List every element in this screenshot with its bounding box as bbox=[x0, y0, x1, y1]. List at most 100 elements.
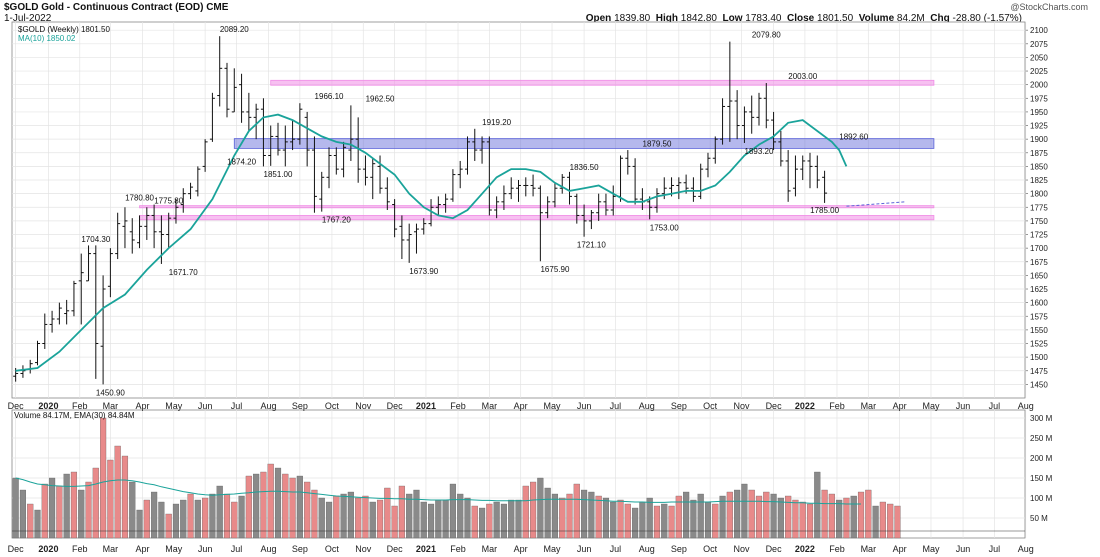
price-x-tick-label: Jun bbox=[956, 401, 971, 411]
price-annotation: 1753.00 bbox=[650, 223, 679, 232]
volume-x-tick-label: Jun bbox=[198, 544, 213, 554]
price-x-tick-label: Jul bbox=[989, 401, 1001, 411]
volume-bar bbox=[92, 467, 99, 539]
volume-bar bbox=[413, 489, 420, 539]
price-annotation: 1879.50 bbox=[643, 140, 672, 149]
volume-bar bbox=[551, 493, 559, 539]
ohlc-bar bbox=[56, 302, 62, 325]
volume-x-tick-label: Apr bbox=[893, 544, 907, 554]
low-label: Low bbox=[722, 13, 743, 24]
volume-bar bbox=[136, 509, 143, 539]
volume-bar bbox=[427, 503, 435, 539]
horizontal-band-pink bbox=[270, 79, 935, 86]
price-annotation: 2003.00 bbox=[788, 72, 817, 81]
volume-bar bbox=[194, 499, 201, 539]
ohlc-bar bbox=[304, 111, 310, 167]
ohlc-bar bbox=[676, 177, 682, 200]
volume-bar bbox=[726, 491, 733, 539]
ohlc-bar bbox=[581, 204, 587, 237]
volume-bar bbox=[391, 505, 398, 539]
volume-x-tick-label: Nov bbox=[733, 544, 750, 554]
ohlc-bar bbox=[42, 313, 48, 349]
volume-bar bbox=[267, 463, 274, 539]
volume-bar bbox=[675, 495, 682, 539]
chart-date-text: 1-Jul-2022 bbox=[4, 13, 52, 24]
price-x-tick-label: Apr bbox=[893, 401, 907, 411]
price-annotation: 1874.20 bbox=[227, 157, 256, 166]
price-tick-label: 1450 bbox=[1030, 380, 1048, 389]
chg-label: Chg bbox=[930, 13, 950, 24]
high-label: High bbox=[655, 13, 679, 24]
price-tick-label: 1600 bbox=[1030, 299, 1048, 308]
volume-bar bbox=[172, 503, 180, 539]
price-tick-label: 1475 bbox=[1030, 367, 1048, 376]
volume-bar bbox=[581, 489, 588, 539]
ohlc-bar bbox=[399, 215, 405, 260]
price-tick-label: 2075 bbox=[1030, 40, 1048, 49]
close-label: Close bbox=[787, 13, 815, 24]
ohlc-bar bbox=[734, 90, 740, 140]
volume-bar bbox=[398, 485, 405, 539]
ohlc-bar bbox=[362, 155, 368, 186]
volume-bar bbox=[588, 491, 595, 539]
ohlc-bar bbox=[545, 196, 551, 219]
ohlc-bar bbox=[86, 245, 92, 282]
volume-bar bbox=[121, 455, 129, 539]
volume-bar bbox=[253, 473, 260, 539]
volume-bar bbox=[260, 471, 267, 539]
volume-bar bbox=[70, 471, 78, 539]
price-annotation: 1780.80 bbox=[125, 194, 154, 203]
ohlc-bar bbox=[78, 253, 84, 325]
price-annotation: 1919.20 bbox=[482, 118, 511, 127]
volume-value: 84.2M bbox=[896, 13, 925, 24]
volume-x-tick-label: Dec bbox=[387, 544, 404, 554]
ohlc-bar bbox=[188, 182, 194, 200]
volume-bar bbox=[836, 499, 843, 539]
volume-x-tick-label: Oct bbox=[325, 544, 340, 554]
volume-bar bbox=[566, 493, 573, 539]
volume-bar bbox=[274, 467, 282, 539]
volume-bar bbox=[107, 459, 114, 539]
volume-x-tick-label: Oct bbox=[703, 544, 718, 554]
price-x-tick-label: 2021 bbox=[416, 401, 436, 411]
volume-x-tick-label: Feb bbox=[450, 544, 466, 554]
ohlc-bar bbox=[406, 223, 412, 263]
volume-bar bbox=[704, 501, 712, 539]
ohlc-bar bbox=[71, 280, 77, 317]
ohlc-bar bbox=[144, 207, 150, 240]
volume-bar bbox=[493, 501, 500, 539]
ohlc-bar bbox=[202, 139, 208, 172]
price-tick-label: 1850 bbox=[1030, 162, 1048, 171]
ohlc-bar bbox=[115, 212, 121, 260]
volume-x-tick-label: Aug bbox=[639, 544, 655, 554]
volume-bar bbox=[457, 493, 464, 539]
volume-bar bbox=[231, 501, 238, 539]
ohlc-bar bbox=[268, 125, 274, 166]
volume-bar bbox=[821, 489, 828, 539]
volume-bar bbox=[522, 485, 529, 539]
ohlc-bar bbox=[610, 185, 616, 216]
ohlc-bar bbox=[421, 218, 427, 235]
ohlc-bar bbox=[603, 193, 609, 216]
ohlc-bar bbox=[377, 155, 383, 194]
ohlc-bar bbox=[290, 120, 296, 151]
volume-bar bbox=[289, 477, 296, 539]
volume-x-tick-label: 2022 bbox=[795, 544, 815, 554]
price-x-tick-label: Oct bbox=[703, 401, 718, 411]
ohlc-bar bbox=[822, 170, 828, 203]
ohlc-bar bbox=[64, 299, 70, 325]
ohlc-bar bbox=[588, 210, 594, 230]
volume-x-tick-label: Aug bbox=[261, 544, 277, 554]
price-x-tick-label: Dec bbox=[8, 401, 25, 411]
volume-bar bbox=[85, 481, 92, 539]
volume-x-tick-label: Jun bbox=[956, 544, 971, 554]
price-x-tick-label: Mar bbox=[482, 401, 498, 411]
volume-x-tick-label: Mar bbox=[482, 544, 498, 554]
volume-tick-label: 200 M bbox=[1030, 454, 1053, 463]
watermark: @StockCharts.com bbox=[1010, 2, 1088, 12]
price-x-tick-label: Mar bbox=[861, 401, 877, 411]
volume-bar bbox=[442, 499, 449, 539]
volume-bar bbox=[406, 493, 413, 539]
price-annotation: 1675.90 bbox=[540, 265, 569, 274]
